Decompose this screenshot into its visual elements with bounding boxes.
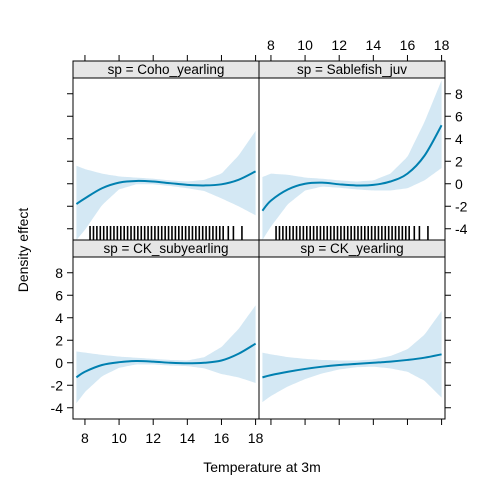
y-tick-label: 6 <box>55 287 63 303</box>
fit-line <box>262 353 442 379</box>
y-tick-label: 6 <box>455 108 463 124</box>
strip-label: sp = CK_yearling <box>300 241 403 256</box>
y-tick-label: -2 <box>455 198 468 214</box>
panel-frame <box>258 256 446 420</box>
x-tick-label: 18 <box>434 37 450 53</box>
x-tick-label: 10 <box>111 430 127 446</box>
y-tick-label: 4 <box>55 310 63 326</box>
x-tick-label: 8 <box>267 37 275 53</box>
y-tick-label: 2 <box>55 332 63 348</box>
x-tick-label: 18 <box>248 430 264 446</box>
y-tick-label: 0 <box>55 355 63 371</box>
y-tick-label: 8 <box>455 86 463 102</box>
y-tick-label: 4 <box>455 131 463 147</box>
strip-background <box>258 60 446 79</box>
panel-top-left: sp = Coho_yearling <box>67 55 260 241</box>
strip-label: sp = Sablefish_juv <box>297 62 407 77</box>
y-tick-label: -4 <box>51 400 64 416</box>
x-tick-label: 14 <box>180 430 196 446</box>
x-tick-label: 12 <box>331 37 347 53</box>
y-tick-label: 2 <box>455 153 463 169</box>
panel-top-right: sp = Sablefish_juv 8 10 12 14 16 18 -4 -2 0 2 4 6 8 <box>258 37 468 241</box>
x-tick-label: 12 <box>145 430 161 446</box>
confidence-band <box>76 130 256 240</box>
confidence-band <box>262 311 442 403</box>
y-axis-title: Density effect <box>15 208 31 293</box>
panel-bottom-left: sp = CK_subyearling 8 10 12 14 16 18 -4 -2 0 2 4 6 8 <box>51 239 264 446</box>
strip-label: sp = CK_subyearling <box>104 241 229 256</box>
x-tick-label: 16 <box>214 430 230 446</box>
panel-bottom-right: sp = CK_yearling <box>258 239 451 425</box>
x-tick-label: 14 <box>366 37 382 53</box>
panel-plot-area <box>262 311 442 403</box>
y-tick-label: -4 <box>455 221 468 237</box>
fit-line <box>75 342 257 379</box>
confidence-band <box>262 80 442 240</box>
panel-plot-area <box>75 305 257 404</box>
fit-line <box>75 170 257 205</box>
x-tick-label: 10 <box>297 37 313 53</box>
x-tick-label: 8 <box>81 430 89 446</box>
y-tick-label: -2 <box>51 377 64 393</box>
panel-plot-area <box>75 130 257 240</box>
x-axis-title: Temperature at 3m <box>203 459 321 475</box>
strip-label: sp = Coho_yearling <box>108 62 225 77</box>
strip-background <box>258 239 446 258</box>
panel-frame <box>72 77 260 241</box>
y-tick-label: 8 <box>55 265 63 281</box>
x-tick-label: 16 <box>400 37 416 53</box>
confidence-band <box>76 305 256 404</box>
panel-plot-area <box>261 80 443 240</box>
y-tick-label: 0 <box>455 176 463 192</box>
fit-line <box>261 124 443 212</box>
